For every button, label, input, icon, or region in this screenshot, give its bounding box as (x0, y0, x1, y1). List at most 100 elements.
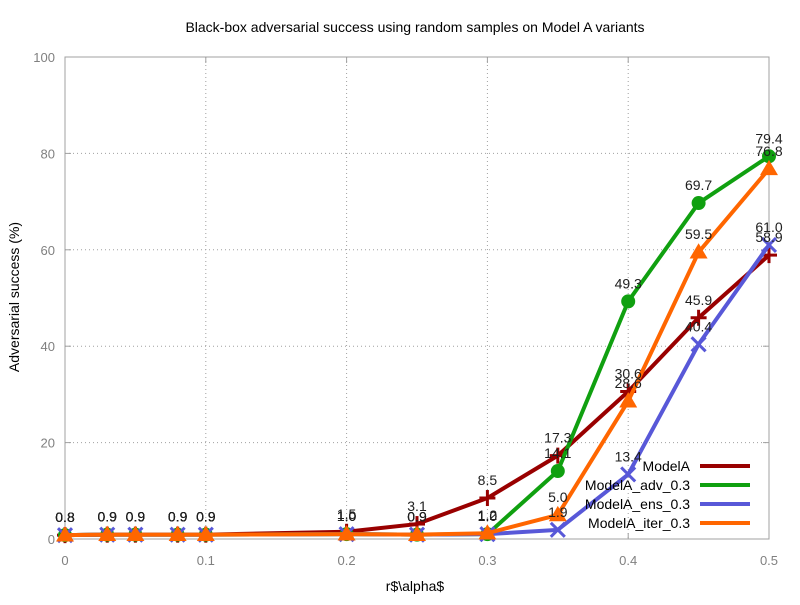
data-label: 76.8 (755, 143, 782, 159)
data-label: 28.6 (615, 375, 642, 391)
data-label: 79.4 (755, 130, 782, 146)
data-label: 1.2 (478, 507, 498, 523)
y-tick-label: 60 (41, 243, 55, 258)
data-point (690, 309, 707, 326)
data-label: 0.9 (196, 509, 216, 525)
data-point (620, 466, 637, 483)
data-label: 61.0 (755, 219, 782, 235)
data-label: 1.5 (337, 506, 357, 522)
y-axis-label: Adversarial success (%) (6, 222, 22, 372)
legend-entry: ModelA_adv_0.3 (585, 477, 750, 493)
x-axis-label: r$\alpha$ (386, 578, 445, 594)
legend: ModelA ModelA_adv_0.3 ModelA_ens_0.3 ModelA… (585, 458, 750, 531)
data-label: 5.0 (548, 489, 568, 505)
series-group (56, 149, 778, 544)
data-label: 3.1 (407, 498, 427, 514)
data-labels: 0.8 0.9 0.9 0.9 0.9 1.5 3.1 8.5 17.3 30.6 45.9 58.9… (55, 130, 783, 525)
legend-label: ModelA_ens_0.3 (585, 496, 690, 512)
data-label: 0.9 (196, 509, 216, 525)
data-label: 1.9 (548, 504, 568, 520)
data-point (549, 521, 566, 538)
data-label: 0.9 (168, 509, 188, 525)
data-point (168, 525, 187, 541)
data-point (548, 505, 567, 522)
data-point (337, 525, 356, 541)
data-label: 0.8 (55, 509, 75, 525)
data-point (762, 149, 776, 164)
data-label: 14.1 (544, 445, 571, 461)
data-label: 0.8 (55, 509, 75, 525)
x-tick-label: 0.3 (478, 553, 496, 568)
data-point-stroke (760, 236, 778, 254)
x-tick-label: 0.5 (760, 553, 778, 568)
data-label: 1.0 (337, 508, 357, 524)
data-label: 0.9 (98, 509, 118, 525)
legend-entry: ModelA_ens_0.3 (585, 496, 750, 512)
data-point (621, 294, 636, 309)
legend-entry: ModelA (643, 458, 750, 474)
series-ModelA_iter_0.3 (56, 159, 778, 542)
data-point (619, 392, 638, 408)
data-label: 0.9 (168, 509, 188, 525)
data-label: 1.0 (337, 508, 357, 524)
data-label: 0.9 (168, 509, 188, 525)
chart-title: Black-box adversarial success using rand… (185, 19, 644, 35)
data-point (478, 524, 497, 540)
data-label: 0.8 (55, 509, 75, 525)
data-point (408, 525, 426, 541)
data-point-stroke (549, 521, 566, 538)
data-label: 58.9 (755, 229, 782, 245)
data-label: 1.0 (478, 508, 498, 524)
x-tick-label: 0.1 (197, 553, 215, 568)
data-point (479, 490, 496, 507)
data-label: 0.9 (126, 509, 146, 525)
data-label: 49.3 (615, 275, 642, 291)
data-label: 0.9 (98, 509, 118, 525)
data-point (98, 525, 117, 541)
data-label: 0.9 (196, 509, 216, 525)
data-label: 59.5 (685, 226, 712, 242)
y-tick-label: 100 (33, 50, 55, 65)
data-label: 1.0 (337, 508, 357, 524)
data-label: 13.4 (615, 448, 642, 464)
data-label: 0.9 (98, 509, 118, 525)
axes: 0 0.1 0.2 0.3 0.4 0.5 0 20 40 60 80 100 (33, 50, 778, 568)
legend-entry: ModelA_iter_0.3 (588, 515, 750, 531)
data-point-stroke (620, 466, 637, 483)
data-label: 45.9 (685, 292, 712, 308)
data-label: 1.0 (478, 508, 498, 524)
data-label: 69.7 (685, 177, 712, 193)
data-label: 8.5 (478, 472, 498, 488)
legend-label: ModelA_adv_0.3 (585, 477, 690, 493)
data-point (550, 464, 565, 479)
data-label: 0.9 (196, 509, 216, 525)
data-point (126, 525, 145, 541)
y-tick-label: 80 (41, 146, 55, 161)
y-tick-label: 40 (41, 339, 55, 354)
data-label: 0.9 (168, 509, 188, 525)
legend-label: ModelA_iter_0.3 (588, 515, 690, 531)
data-label: 30.6 (615, 366, 642, 382)
data-point (760, 159, 778, 176)
data-label: 40.4 (685, 318, 712, 334)
data-point (690, 336, 707, 353)
y-tick-label: 20 (41, 436, 55, 451)
data-point (196, 525, 215, 541)
legend-label: ModelA (643, 458, 691, 474)
data-point (691, 196, 706, 211)
data-label: 0.8 (55, 509, 75, 525)
x-tick-label: 0.2 (338, 553, 356, 568)
data-point (689, 243, 708, 259)
data-point (760, 236, 778, 254)
data-point (56, 526, 74, 542)
data-label: 0.9 (126, 509, 146, 525)
y-tick-label: 0 (48, 532, 55, 547)
data-label: 0.9 (407, 509, 427, 525)
x-tick-label: 0 (61, 553, 68, 568)
data-label: 0.9 (98, 509, 118, 525)
x-tick-label: 0.4 (619, 553, 637, 568)
data-label: 0.9 (126, 509, 146, 525)
